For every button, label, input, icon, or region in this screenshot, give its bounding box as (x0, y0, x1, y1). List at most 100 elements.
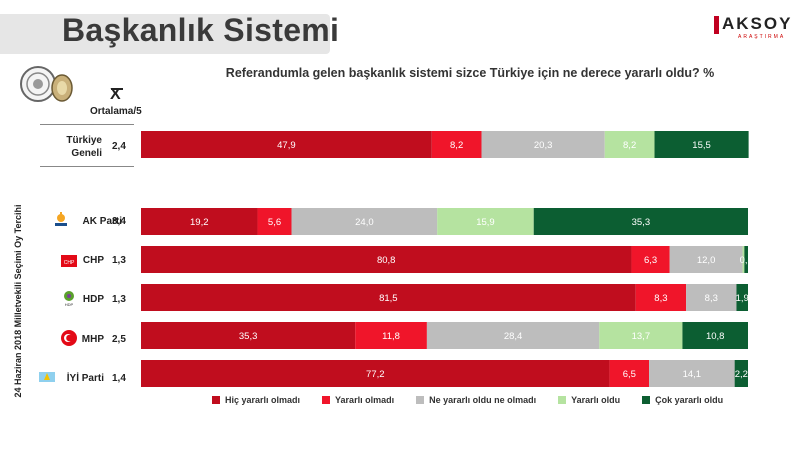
bar-value-label: 1,9 (736, 293, 749, 304)
bar-segment (481, 131, 605, 158)
legend-swatch (642, 396, 651, 404)
bar-value-label: 10,8 (706, 331, 725, 342)
bar-segment (744, 246, 748, 273)
legend-item-yararli-olmadi: Yararlı olmadı (322, 395, 394, 405)
emblem-icon (20, 66, 73, 102)
bar-value-label: 0,6 (740, 255, 753, 266)
legend-label: Yararlı olmadı (335, 395, 395, 405)
bar-segment (437, 208, 534, 235)
bar-segment (604, 131, 655, 158)
bar-value-label: 8,3 (654, 293, 667, 304)
brand-subtitle: ARAŞTIRMA (738, 34, 786, 40)
bar-value-label: 28,4 (504, 331, 523, 342)
row-average-hdp: 1,3 (112, 294, 126, 305)
chp-logo-icon: CHP (61, 255, 77, 267)
row-label-turkiye: Türkiye Geneli (66, 135, 102, 159)
bar-value-label: 15,9 (476, 217, 495, 228)
bar-segment (654, 131, 749, 158)
legend-item-yararli-oldu: Yararlı oldu (558, 395, 620, 405)
mean-symbol: X (110, 86, 121, 103)
bar-segment (257, 208, 292, 235)
bar-value-label: 13,7 (632, 331, 651, 342)
bar-value-label: 81,5 (379, 293, 398, 304)
row-label-hdp: HDP (82, 294, 104, 305)
bar-value-label: 8,2 (623, 140, 636, 151)
svg-text:CHP: CHP (64, 260, 75, 266)
bar-segment (736, 284, 748, 311)
row-average-akparti: 3,4 (112, 216, 126, 227)
row-average-turkiye: 2,4 (112, 141, 126, 152)
bar-value-label: 8,2 (450, 140, 463, 151)
bar-segment (141, 322, 356, 349)
bar-value-label: 15,5 (692, 140, 711, 151)
legend-swatch (416, 396, 425, 404)
legend-label: Yararlı oldu (571, 395, 621, 405)
bar-segment (635, 284, 687, 311)
bar-segment (431, 131, 482, 158)
row-average-mhp: 2,5 (112, 334, 126, 345)
row-label-chp: CHP (82, 255, 104, 266)
bar-value-label: 77,2 (366, 369, 385, 380)
chart-legend: Hiç yararlı olmadı Yararlı olmadı Ne yar… (212, 395, 723, 405)
bar-value-label: 35,3 (632, 217, 651, 228)
bar-segment (141, 246, 632, 273)
row-label-akparti: AK Parti (82, 216, 122, 227)
legend-swatch (212, 396, 220, 404)
bar-segment (669, 246, 743, 273)
brand-mark-icon (714, 16, 719, 34)
hdp-logo-icon: HDP (64, 291, 74, 307)
legend-swatch (558, 396, 567, 404)
bar-value-label: 11,8 (382, 331, 400, 342)
bar-value-label: 2,2 (735, 369, 748, 380)
bar-segment (686, 284, 737, 311)
bar-segment (649, 360, 735, 387)
legend-label: Çok yararlı oldu (655, 395, 724, 405)
bar-segment (141, 131, 432, 158)
bar-segment (291, 208, 438, 235)
bar-value-label: 24,0 (355, 217, 374, 228)
bar-segment (426, 322, 600, 349)
bar-segment (141, 360, 610, 387)
row-label-mhp: MHP (81, 334, 104, 345)
bar-value-label: 80,8 (377, 255, 396, 266)
bar-segment (682, 322, 748, 349)
bar-segment (533, 208, 748, 235)
separator-line (40, 166, 134, 167)
row-label-iyiparti: İYİ Parti (66, 373, 104, 384)
legend-item-ne-ne: Ne yararlı oldu ne olmadı (416, 395, 536, 405)
bar-value-label: 6,3 (644, 255, 657, 266)
question-text: Referandumla gelen başkanlık sistemi siz… (225, 66, 715, 80)
separator-line (40, 124, 134, 125)
bar-segment (599, 322, 683, 349)
page-title: Başkanlık Sistemi (62, 12, 340, 48)
row-average-iyiparti: 1,4 (112, 373, 126, 384)
legend-swatch (322, 396, 331, 404)
average-header: Ortalama/5 (90, 106, 142, 117)
row-average-chp: 1,3 (112, 255, 126, 266)
bar-segment (631, 246, 670, 273)
legend-label: Ne yararlı oldu ne olmadı (429, 395, 537, 405)
bar-segment (609, 360, 650, 387)
bar-value-label: 35,3 (239, 331, 258, 342)
mhp-logo-icon (61, 330, 77, 346)
bar-value-label: 19,2 (190, 217, 209, 228)
svg-text:HDP: HDP (65, 302, 74, 307)
bar-segment (742, 246, 745, 273)
bar-segment (734, 360, 748, 387)
bar-value-label: 47,9 (277, 140, 296, 151)
bar-segment (141, 208, 258, 235)
legend-label: Hiç yararlı olmadı (225, 395, 301, 405)
bar-value-label: 14,1 (683, 369, 702, 380)
iyiparti-logo-icon (39, 372, 55, 382)
bar-value-label: 5,6 (268, 217, 281, 228)
mean-symbol-bar (111, 88, 123, 90)
bar-value-label: 8,3 (705, 293, 718, 304)
bar-segment (355, 322, 427, 349)
akparti-logo-icon (55, 212, 67, 226)
bar-value-label: 12,0 (697, 255, 716, 266)
brand-name: AKSOY (722, 14, 793, 33)
title-bar (0, 14, 330, 54)
legend-item-cok-yararli: Çok yararlı oldu (642, 395, 723, 405)
legend-item-hic: Hiç yararlı olmadı (212, 395, 300, 405)
